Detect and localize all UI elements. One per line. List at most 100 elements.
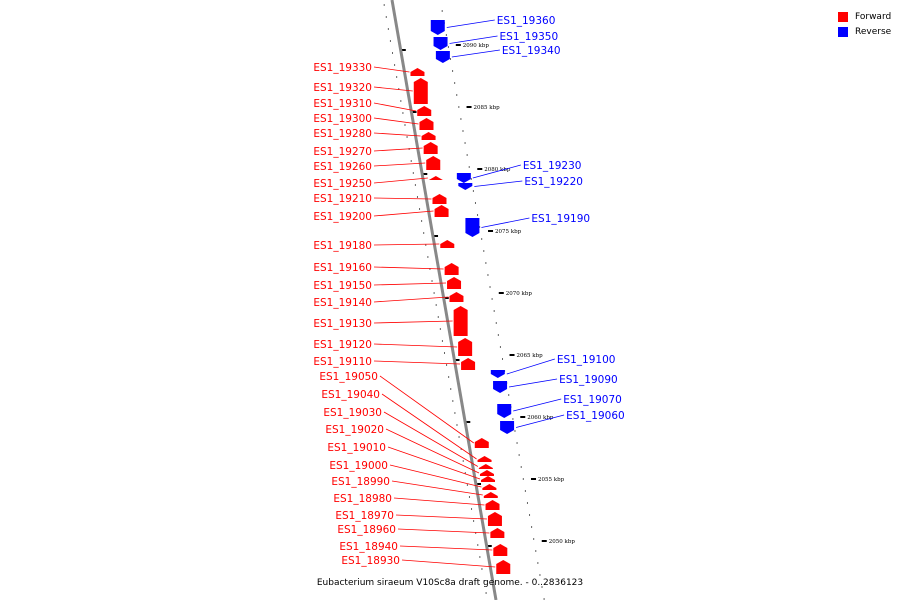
forward-gene-label: ES1_19300 bbox=[313, 113, 372, 125]
forward-gene-label: ES1_19330 bbox=[313, 62, 372, 74]
minor-tick bbox=[493, 310, 495, 312]
minor-tick bbox=[468, 496, 470, 498]
caption-text: Eubacterium siraeum V10Sc8a draft genome… bbox=[316, 578, 584, 588]
minor-tick bbox=[456, 424, 458, 426]
minor-tick bbox=[512, 418, 514, 420]
forward-leader-line bbox=[383, 411, 479, 467]
reverse-leader-line bbox=[446, 19, 495, 28]
minor-tick bbox=[483, 250, 485, 252]
forward-gene-es1-19300 bbox=[419, 118, 434, 130]
minor-tick bbox=[421, 220, 423, 222]
genome-backbone bbox=[390, 0, 498, 600]
forward-gene-label: ES1_19250 bbox=[313, 178, 372, 190]
minor-tick bbox=[454, 82, 456, 84]
minor-tick bbox=[458, 436, 460, 438]
minor-tick bbox=[410, 160, 412, 162]
minor-tick bbox=[539, 574, 541, 576]
forward-gene-es1-19130 bbox=[453, 306, 468, 336]
forward-swatch bbox=[838, 11, 848, 22]
minor-tick bbox=[497, 334, 499, 336]
minor-tick bbox=[543, 598, 545, 600]
minor-tick bbox=[526, 502, 528, 504]
forward-gene-es1-19320 bbox=[413, 78, 428, 104]
reverse-gene-label: ES1_19190 bbox=[531, 213, 590, 225]
minor-tick bbox=[446, 364, 448, 366]
minor-tick bbox=[435, 304, 437, 306]
forward-gene-es1-19260 bbox=[426, 156, 441, 170]
minor-tick bbox=[471, 508, 473, 510]
forward-gene-label: ES1_19320 bbox=[313, 82, 372, 94]
minor-tick bbox=[447, 46, 449, 48]
minor-tick bbox=[458, 106, 460, 108]
minor-tick bbox=[450, 58, 452, 60]
minor-tick bbox=[477, 544, 479, 546]
minor-tick bbox=[412, 172, 414, 174]
minor-tick bbox=[472, 190, 474, 192]
scale-tick bbox=[509, 354, 515, 356]
forward-gene-es1-18970 bbox=[487, 512, 502, 526]
forward-leader-line bbox=[395, 514, 487, 520]
minor-tick bbox=[487, 274, 489, 276]
minor-tick bbox=[456, 94, 458, 96]
scale-label: 2090 kbp bbox=[463, 43, 490, 49]
scale-label: 2065 kbp bbox=[517, 353, 544, 359]
minor-tick bbox=[398, 88, 400, 90]
forward-gene-label: ES1_18930 bbox=[341, 555, 400, 567]
forward-leader-line bbox=[393, 497, 485, 506]
minor-tick bbox=[448, 376, 450, 378]
minor-tick bbox=[460, 448, 462, 450]
minor-tick bbox=[392, 52, 394, 54]
reverse-leader-line bbox=[481, 217, 530, 228]
minor-tick bbox=[502, 358, 504, 360]
reverse-gene-es1-19070 bbox=[497, 404, 512, 418]
minor-tick bbox=[445, 34, 447, 36]
reverse-gene-es1-19360 bbox=[430, 20, 445, 35]
gene-labels: ES1_19360 ES1_19350 ES1_19340 ES1_19230 ES1_… bbox=[313, 15, 624, 567]
minor-tick bbox=[414, 184, 416, 186]
forward-gene-label: ES1_19050 bbox=[319, 371, 378, 383]
minor-tick bbox=[470, 178, 472, 180]
minor-tick bbox=[485, 262, 487, 264]
forward-gene-es1-19030 bbox=[478, 464, 493, 469]
forward-leader-line bbox=[373, 282, 447, 286]
forward-gene-es1-19270 bbox=[423, 142, 438, 154]
reverse-leader-line bbox=[449, 35, 498, 44]
legend-reverse: Reverse bbox=[838, 24, 891, 39]
minor-tick bbox=[479, 226, 481, 228]
minor-tick bbox=[433, 292, 435, 294]
scale-tick bbox=[444, 297, 449, 299]
reverse-gene-label: ES1_19230 bbox=[523, 160, 582, 172]
forward-gene-es1-19040 bbox=[477, 456, 492, 462]
forward-leader-line bbox=[373, 162, 426, 167]
forward-leader-line bbox=[373, 343, 458, 348]
label-leader-lines bbox=[373, 19, 565, 568]
reverse-gene-es1-19340 bbox=[435, 51, 450, 63]
forward-gene-es1-19200 bbox=[434, 205, 449, 217]
minor-tick bbox=[402, 112, 404, 114]
forward-gene-es1-19330 bbox=[410, 68, 425, 76]
forward-gene-es1-19210 bbox=[432, 194, 447, 204]
forward-gene-label: ES1_19270 bbox=[313, 146, 372, 158]
minor-tick bbox=[468, 166, 470, 168]
minor-tick bbox=[479, 556, 481, 558]
forward-leader-line bbox=[373, 147, 423, 152]
scale-tick bbox=[531, 478, 537, 480]
forward-gene-es1-19000 bbox=[482, 484, 497, 490]
forward-gene-label: ES1_19260 bbox=[313, 161, 372, 173]
minor-tick bbox=[483, 580, 485, 582]
minor-tick bbox=[495, 322, 497, 324]
forward-leader-line bbox=[373, 102, 417, 112]
forward-leader-line bbox=[373, 86, 413, 92]
minor-tick bbox=[508, 394, 510, 396]
legend-forward-label: Forward bbox=[855, 11, 892, 22]
minor-tick bbox=[385, 16, 387, 18]
scale-label: 2050 kbp bbox=[549, 539, 576, 545]
forward-gene-label: ES1_19310 bbox=[313, 98, 372, 110]
scale-label: 2080 kbp bbox=[484, 167, 511, 173]
minor-tick bbox=[423, 232, 425, 234]
reverse-gene-label: ES1_19350 bbox=[500, 31, 559, 43]
minor-tick bbox=[466, 154, 468, 156]
forward-gene-label: ES1_19020 bbox=[325, 424, 384, 436]
